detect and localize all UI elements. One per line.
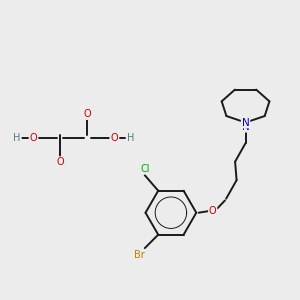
Text: O: O <box>30 133 38 143</box>
Text: O: O <box>57 157 64 167</box>
Text: Cl: Cl <box>140 164 149 174</box>
Text: N: N <box>242 118 249 128</box>
Text: N: N <box>242 122 249 132</box>
Text: H: H <box>14 133 21 143</box>
Text: O: O <box>110 133 118 143</box>
Text: O: O <box>83 109 91 119</box>
Text: Br: Br <box>134 250 145 260</box>
Text: O: O <box>209 206 217 216</box>
Text: H: H <box>127 133 134 143</box>
